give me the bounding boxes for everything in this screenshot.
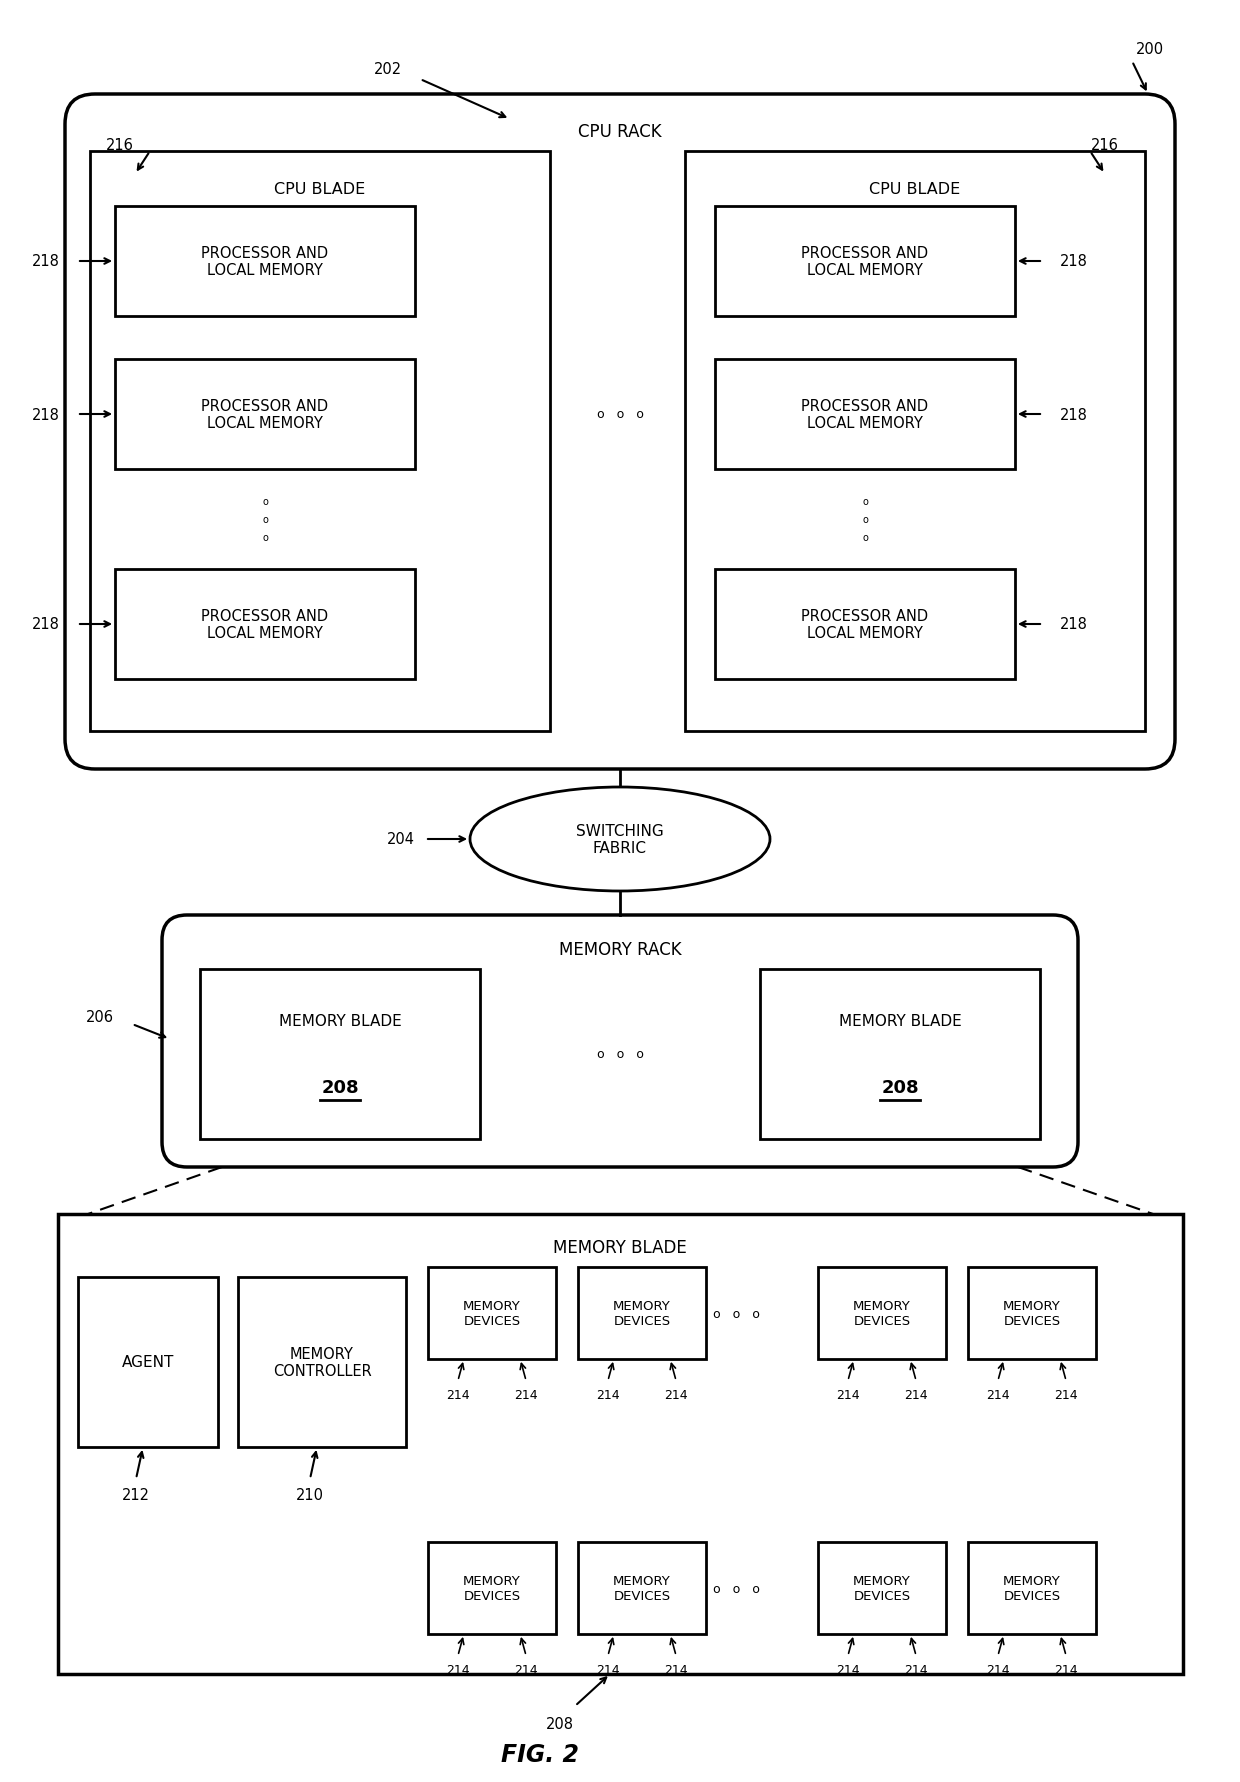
Text: FIG. 2: FIG. 2 [501, 1743, 579, 1766]
Text: 214: 214 [596, 1388, 620, 1402]
Text: 214: 214 [515, 1664, 538, 1677]
Bar [115, 570, 415, 679]
Text: o: o [862, 515, 868, 524]
Text: 218: 218 [32, 255, 60, 269]
Bar [818, 1267, 946, 1360]
Text: CPU RACK: CPU RACK [578, 123, 662, 141]
Text: 208: 208 [546, 1716, 574, 1732]
Text: MEMORY
DEVICES: MEMORY DEVICES [1003, 1299, 1061, 1328]
Text: 202: 202 [374, 62, 402, 77]
Text: MEMORY
DEVICES: MEMORY DEVICES [853, 1574, 911, 1602]
Text: 218: 218 [1060, 617, 1087, 633]
Text: MEMORY
DEVICES: MEMORY DEVICES [853, 1299, 911, 1328]
Text: 214: 214 [665, 1388, 688, 1402]
Bar [578, 1267, 706, 1360]
Text: o: o [862, 533, 868, 544]
Text: SWITCHING
FABRIC: SWITCHING FABRIC [577, 823, 663, 855]
Bar [428, 1541, 556, 1634]
Text: PROCESSOR AND
LOCAL MEMORY: PROCESSOR AND LOCAL MEMORY [201, 399, 329, 431]
Ellipse shape [470, 788, 770, 891]
Text: CPU BLADE: CPU BLADE [274, 182, 366, 198]
Text: 218: 218 [1060, 255, 1087, 269]
FancyBboxPatch shape [64, 94, 1176, 770]
Bar [818, 1541, 946, 1634]
Text: 214: 214 [596, 1664, 620, 1677]
Bar [91, 151, 551, 732]
Text: PROCESSOR AND
LOCAL MEMORY: PROCESSOR AND LOCAL MEMORY [801, 399, 929, 431]
Text: AGENT: AGENT [122, 1354, 174, 1370]
Text: 214: 214 [1054, 1664, 1078, 1677]
Bar [715, 360, 1016, 470]
Bar [715, 570, 1016, 679]
Text: 216: 216 [107, 137, 134, 153]
Bar [684, 151, 1145, 732]
Text: MEMORY
DEVICES: MEMORY DEVICES [463, 1299, 521, 1328]
Text: 214: 214 [904, 1664, 928, 1677]
Text: 216: 216 [1091, 137, 1118, 153]
Text: o   o   o: o o o [713, 1308, 759, 1320]
Text: MEMORY RACK: MEMORY RACK [559, 941, 681, 959]
Text: o: o [262, 497, 268, 506]
Text: MEMORY BLADE: MEMORY BLADE [553, 1238, 687, 1256]
Text: 218: 218 [32, 408, 60, 422]
Text: o: o [262, 533, 268, 544]
Text: MEMORY
CONTROLLER: MEMORY CONTROLLER [273, 1345, 371, 1379]
Text: o   o   o: o o o [596, 408, 644, 421]
FancyBboxPatch shape [162, 916, 1078, 1167]
Text: 212: 212 [122, 1488, 150, 1502]
Bar [58, 1214, 1183, 1673]
Text: MEMORY BLADE: MEMORY BLADE [838, 1014, 961, 1028]
Bar [428, 1267, 556, 1360]
Text: PROCESSOR AND
LOCAL MEMORY: PROCESSOR AND LOCAL MEMORY [801, 608, 929, 642]
Text: 214: 214 [836, 1664, 859, 1677]
Bar [200, 969, 480, 1139]
Text: 204: 204 [387, 832, 415, 846]
Bar [78, 1278, 218, 1447]
Text: o   o   o: o o o [596, 1048, 644, 1060]
Text: 214: 214 [986, 1388, 1009, 1402]
Text: PROCESSOR AND
LOCAL MEMORY: PROCESSOR AND LOCAL MEMORY [201, 608, 329, 642]
Text: o: o [862, 497, 868, 506]
Bar [115, 360, 415, 470]
Text: MEMORY
DEVICES: MEMORY DEVICES [613, 1299, 671, 1328]
Bar [968, 1541, 1096, 1634]
Text: 214: 214 [515, 1388, 538, 1402]
Bar [760, 969, 1040, 1139]
Text: 210: 210 [296, 1488, 324, 1502]
Text: 214: 214 [836, 1388, 859, 1402]
Bar [715, 207, 1016, 317]
Text: 208: 208 [882, 1078, 919, 1096]
Text: PROCESSOR AND
LOCAL MEMORY: PROCESSOR AND LOCAL MEMORY [801, 246, 929, 278]
Text: 214: 214 [904, 1388, 928, 1402]
Text: 218: 218 [32, 617, 60, 633]
Text: 214: 214 [446, 1664, 470, 1677]
Text: 214: 214 [665, 1664, 688, 1677]
Text: 200: 200 [1136, 43, 1164, 57]
Text: 206: 206 [86, 1010, 114, 1025]
Text: MEMORY
DEVICES: MEMORY DEVICES [613, 1574, 671, 1602]
Text: o: o [262, 515, 268, 524]
Text: PROCESSOR AND
LOCAL MEMORY: PROCESSOR AND LOCAL MEMORY [201, 246, 329, 278]
Bar [238, 1278, 405, 1447]
Bar [968, 1267, 1096, 1360]
Text: 208: 208 [321, 1078, 358, 1096]
Text: MEMORY BLADE: MEMORY BLADE [279, 1014, 402, 1028]
Text: 214: 214 [446, 1388, 470, 1402]
Bar [115, 207, 415, 317]
Text: o   o   o: o o o [713, 1582, 759, 1595]
Bar [578, 1541, 706, 1634]
Text: MEMORY
DEVICES: MEMORY DEVICES [1003, 1574, 1061, 1602]
Text: MEMORY
DEVICES: MEMORY DEVICES [463, 1574, 521, 1602]
Text: 218: 218 [1060, 408, 1087, 422]
Text: CPU BLADE: CPU BLADE [869, 182, 961, 198]
Text: 214: 214 [1054, 1388, 1078, 1402]
Text: 214: 214 [986, 1664, 1009, 1677]
